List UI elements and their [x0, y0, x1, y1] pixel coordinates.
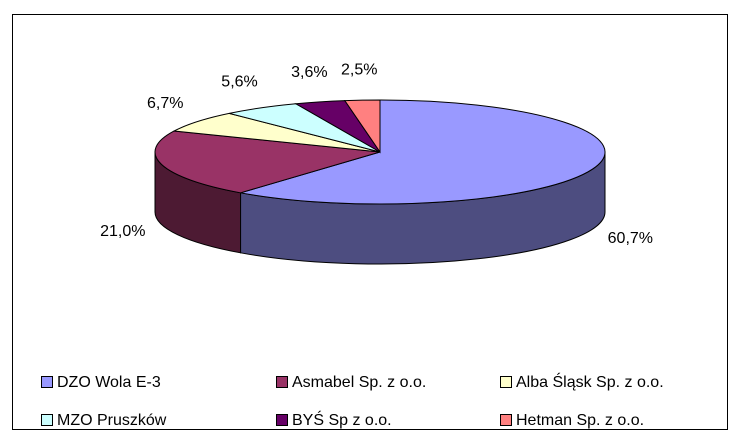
data-label: 6,7% — [147, 95, 183, 112]
legend-label: DZO Wola E-3 — [57, 374, 161, 391]
legend-swatch — [41, 414, 53, 426]
legend-swatch — [276, 376, 288, 388]
legend-swatch — [276, 414, 288, 426]
data-label: 2,5% — [341, 61, 377, 78]
data-label: 3,6% — [291, 64, 327, 81]
legend-swatch — [500, 376, 512, 388]
pie-slice — [343, 99, 381, 154]
legend-label: BYŚ Sp z o.o. — [292, 410, 392, 429]
data-label: 5,6% — [221, 74, 257, 91]
legend-swatch — [500, 414, 512, 426]
legend-label: Alba Śląsk Sp. z o.o. — [516, 372, 664, 391]
legend-swatch — [41, 376, 53, 388]
data-label: 21,0% — [100, 223, 145, 240]
legend-label: Hetman Sp. z o.o. — [516, 412, 644, 429]
legend-label: MZO Pruszków — [57, 412, 167, 429]
legend-label: Asmabel Sp. z o.o. — [292, 374, 426, 391]
data-label: 60,7% — [608, 230, 653, 247]
pie-slice — [240, 99, 606, 205]
